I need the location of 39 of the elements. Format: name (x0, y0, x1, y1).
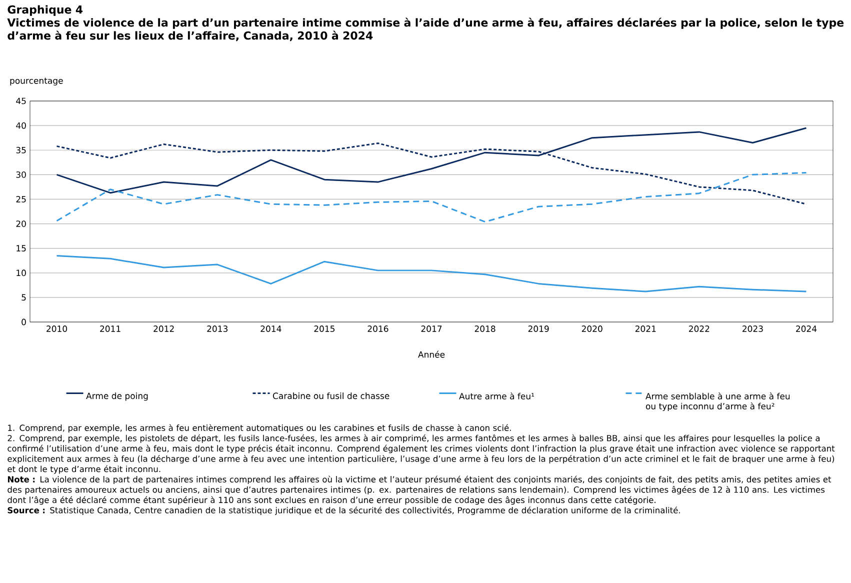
x-tick-label: 2018 (474, 326, 496, 332)
x-tick-label: 2023 (742, 326, 763, 332)
y-tick-label: 45 (16, 98, 26, 104)
y-tick-label: 35 (16, 146, 26, 154)
legend-label: Carabine ou fusil de chasse (272, 392, 390, 400)
y-tick-label: 0 (22, 318, 26, 326)
chart-title: Graphique 4 (8, 5, 83, 16)
legend-label: Autre arme à feu¹ (459, 392, 534, 400)
text: 2. Comprend, par exemple, les pistolets de départ, les fusils lance-fusées, les armes à air comprimé, les armes fantômes et les armes à balles BB, ainsi que les affaires pour lesquelles la police a confirmé l’utilisation d’une arme à feu, mais dont le type précis était inconnu. Comprend également les crimes violents dont l’infraction la plus grave était une infraction avec violence se rapportant explicitement aux armes à feu (la décharge d’une arme à feu avec une intention particulière, l’usage d’une arme à feu lors de la perpétration d’un acte criminel et le fait de braquer une arme à feu) et dont le type d’arme était inconnu. (8, 434, 835, 474)
text: Note : La violence de la part de partenaires intimes comprend les affaires où la victime et l’auteur présumé étaient des conjoints mariés, des conjoints de fait, des petits amis, des petites amies et des partenaires amoureux actuels ou anciens, ainsi que d’autres partenaires intimes (p. ex. partenaires de relations sans lendemain). Comprend les victimes âgées de 12 à 110 ans. Les victimes dont l’âge a été déclaré comme étant supérieur à 110 ans sont exclues en raison d’une erreur possible de codage des âges inconnus dans cette catégorie. (8, 476, 832, 505)
legend-label: Arme semblable à une arme à feu ou type inconnu d’arme à feu² (646, 392, 790, 412)
line-series (56, 254, 807, 292)
x-tick-label: 2012 (154, 326, 174, 332)
y-tick-label: 5 (22, 294, 26, 301)
x-tick-label: 2014 (260, 326, 282, 332)
x-tick-label: 2017 (421, 326, 442, 332)
x-tick-label: 2022 (688, 326, 710, 332)
text: Source : Statistique Canada, Centre canadien de la statistique juridique et de la sécurité des collectivités, Programme de déclaration uniforme de la criminalité. (8, 506, 680, 515)
text: 1. Comprend, par exemple, les armes à feu entièrement automatiques ou les carabines et fusils de chasse à canon scié. (8, 424, 511, 433)
legend-label: Arme de poing (86, 392, 148, 401)
y-axis-title: pourcentage (10, 78, 63, 86)
x-tick-label: 2016 (368, 326, 388, 332)
x-tick-label: 2013 (207, 326, 228, 332)
y-tick-label: 30 (16, 171, 26, 178)
x-tick-label: 2015 (314, 326, 335, 332)
y-tick-label: 15 (16, 245, 26, 252)
x-axis-title: Année (418, 350, 445, 358)
y-tick-label: 20 (16, 220, 26, 227)
y-tick-label: 10 (16, 270, 26, 276)
x-tick-label: 2021 (635, 326, 656, 332)
y-tick-label: 40 (16, 122, 26, 129)
x-tick-label: 2020 (582, 326, 602, 332)
x-tick-label: 2010 (46, 326, 68, 332)
x-tick-label: 2011 (100, 326, 120, 332)
chart-subtitle: Victimes de violence de la part d’un partenaire intime commise à l’aide d’une arme à feu, affaires déclarées par la police, selon le type d’arme à feu sur les lieux de l’affaire, Canada, 2010 à 2024 (7, 18, 844, 42)
y-tick-label: 25 (16, 196, 26, 202)
x-tick-label: 2019 (528, 326, 549, 332)
line-series (56, 172, 807, 223)
x-tick-label: 2024 (796, 326, 817, 332)
